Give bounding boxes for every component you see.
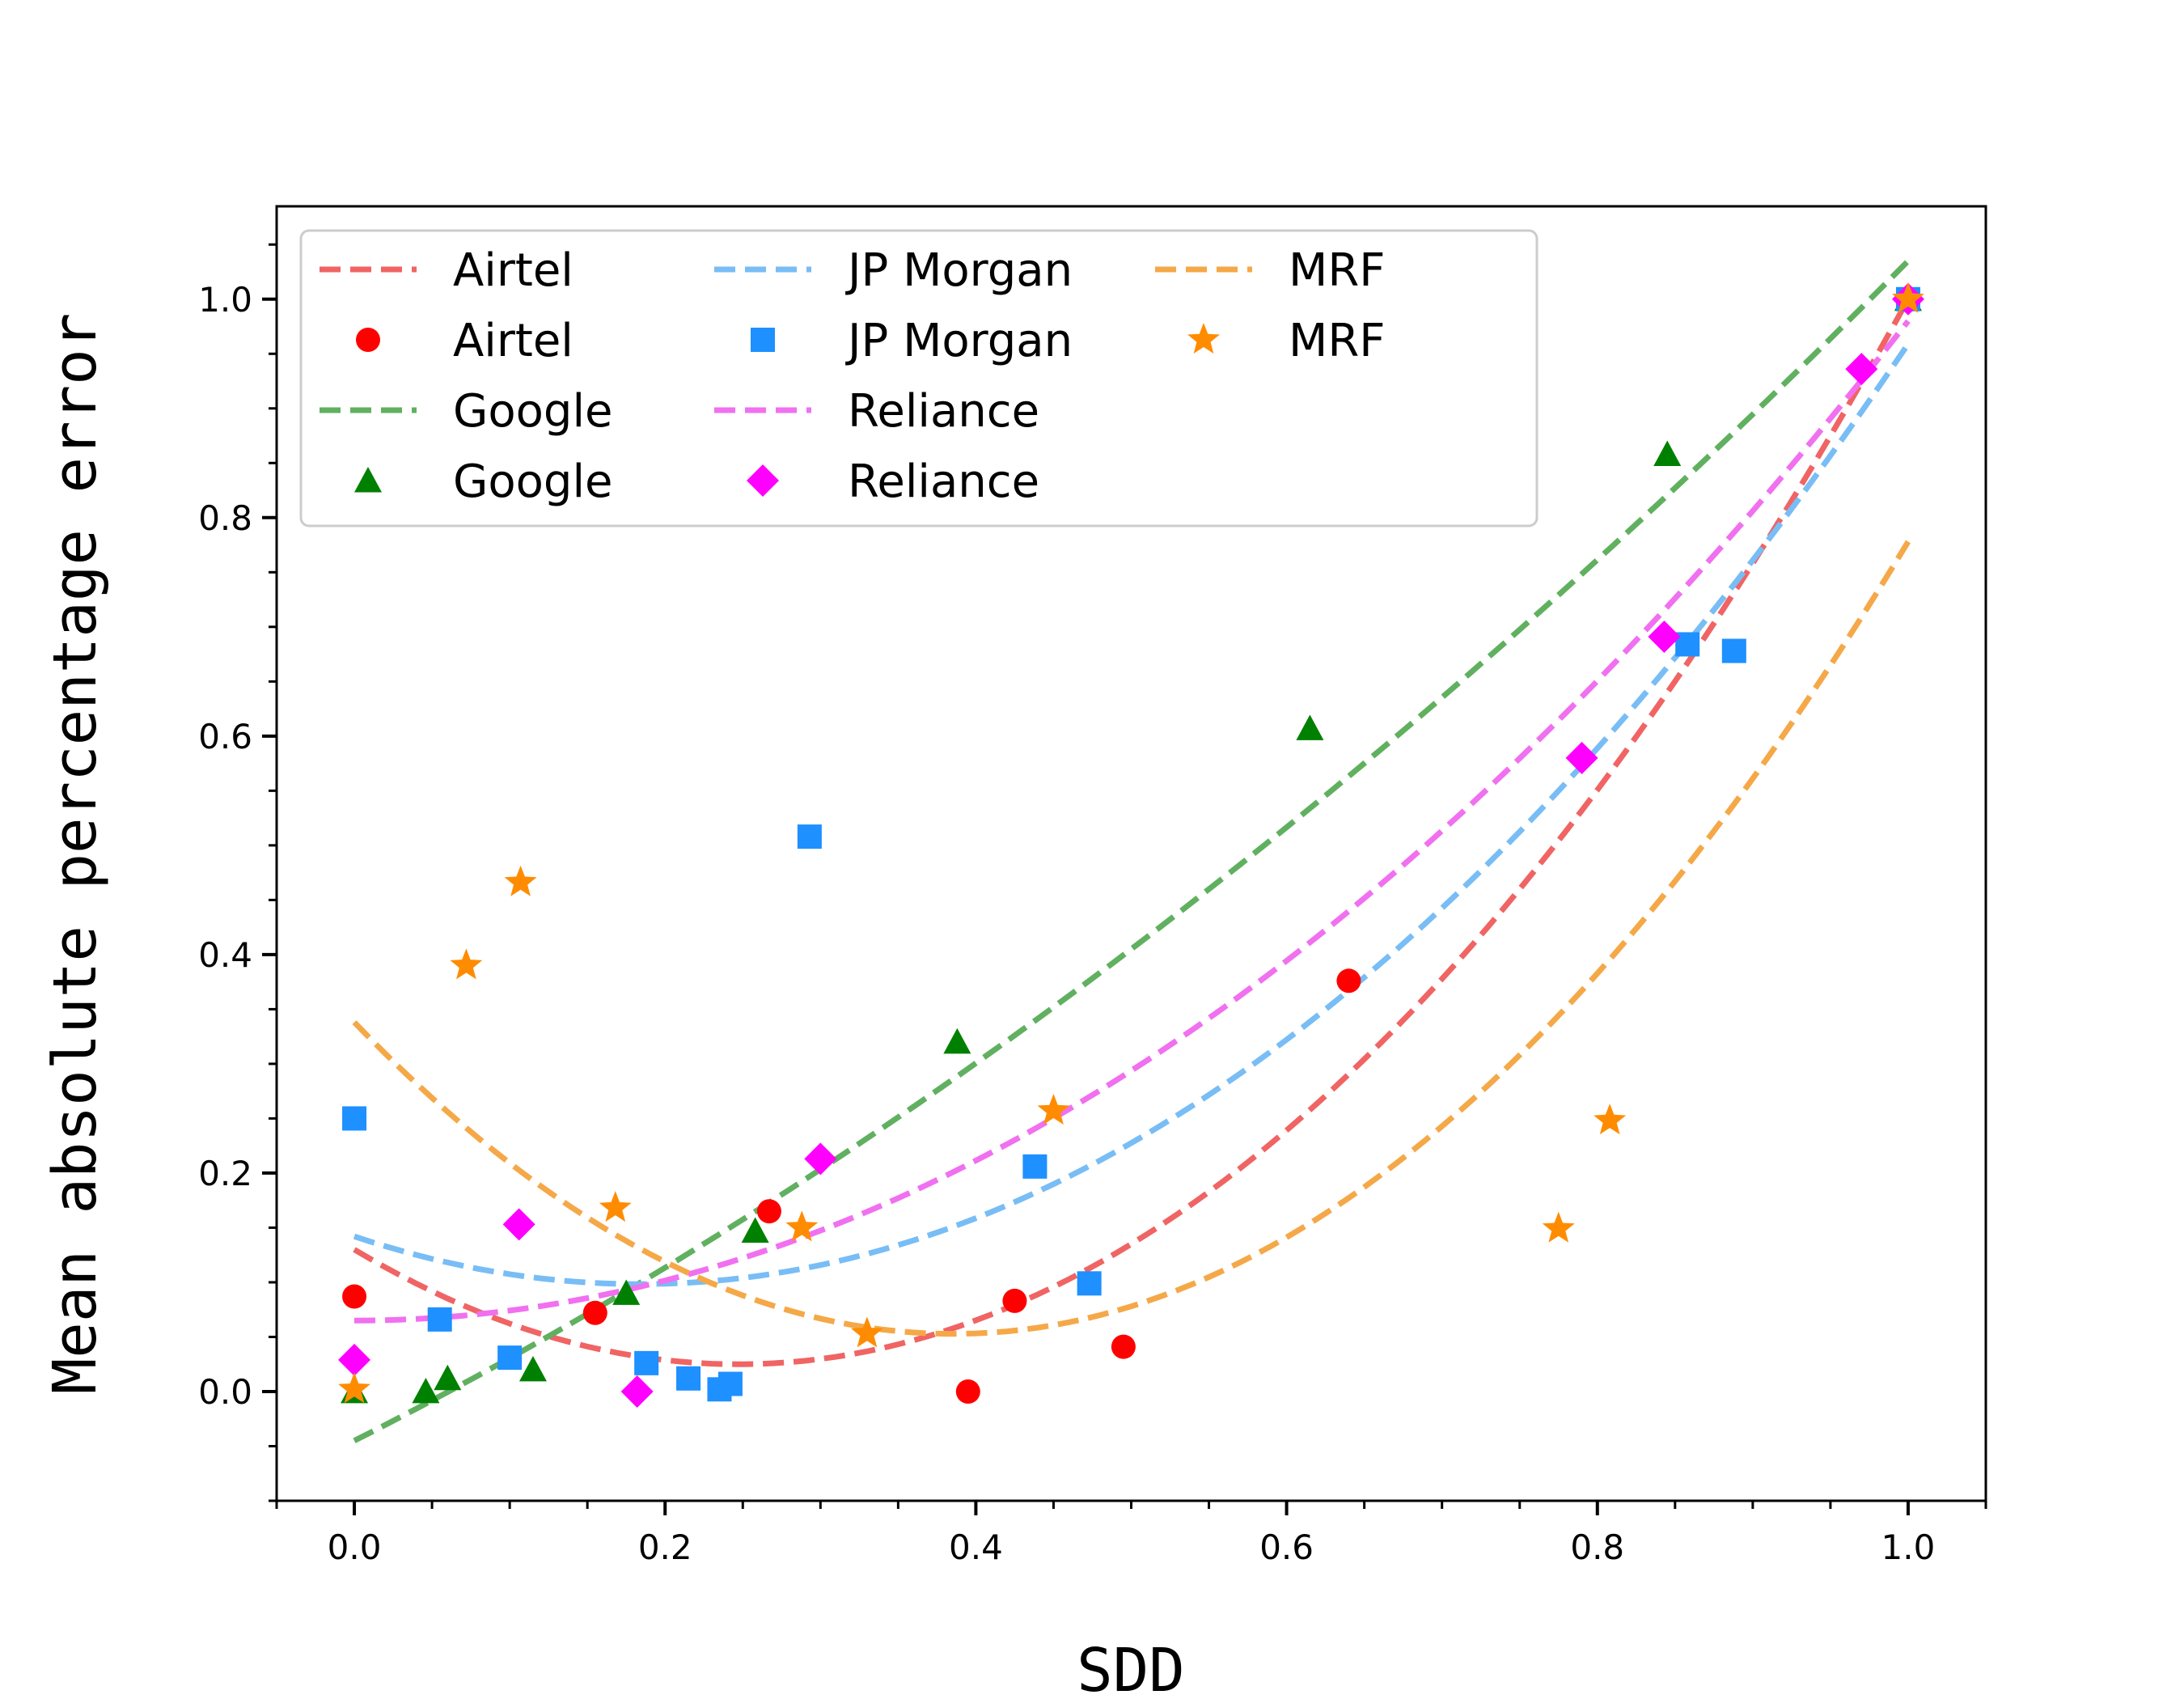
legend-label: Reliance xyxy=(848,385,1039,438)
data-point-jp-morgan xyxy=(797,824,822,850)
data-point-jp-morgan xyxy=(634,1350,659,1375)
legend-entry: Google xyxy=(354,455,612,508)
x-tick-label: 0.4 xyxy=(949,1527,1003,1567)
data-point-reliance xyxy=(1648,620,1681,653)
data-point-mrf xyxy=(1892,282,1924,313)
data-point-airtel xyxy=(1002,1288,1027,1313)
y-tick-label: 0.4 xyxy=(198,935,252,975)
fit-line-airtel xyxy=(353,298,1911,1367)
data-point-google xyxy=(612,1279,641,1305)
y-axis-label: Mean absolute percentage error xyxy=(40,313,110,1395)
data-point-jp-morgan xyxy=(1077,1271,1102,1296)
legend-entry: Reliance xyxy=(747,455,1039,508)
data-point-mrf xyxy=(1594,1104,1627,1135)
legend-entry: JP Morgan xyxy=(714,244,1073,297)
data-point-mrf xyxy=(1037,1094,1070,1125)
data-point-jp-morgan xyxy=(342,1106,367,1131)
data-point-jp-morgan xyxy=(717,1371,743,1396)
data-point-google xyxy=(1653,440,1682,466)
data-point-mrf xyxy=(338,1372,370,1404)
legend-label: Google xyxy=(453,385,612,438)
data-point-google xyxy=(741,1217,769,1243)
legend-marker-swatch xyxy=(751,328,775,352)
y-axis: 0.0 0.2 0.4 0.6 0.8 1.0 xyxy=(198,243,277,1502)
x-tick-label: 0.8 xyxy=(1570,1527,1624,1567)
data-point-mrf xyxy=(785,1210,819,1242)
x-axis: 0.0 0.2 0.4 0.6 0.8 1.0 xyxy=(275,1501,1987,1567)
legend-marker-swatch xyxy=(356,328,380,352)
data-point-reliance xyxy=(1565,741,1598,774)
data-point-reliance xyxy=(804,1142,837,1176)
data-point-reliance xyxy=(502,1208,535,1241)
y-tick-label: 0.8 xyxy=(198,498,252,538)
x-tick-label: 0.2 xyxy=(638,1527,692,1567)
data-point-mrf xyxy=(1542,1211,1575,1243)
data-point-airtel xyxy=(1336,968,1361,994)
data-point-jp-morgan xyxy=(676,1366,701,1391)
data-point-mrf xyxy=(851,1316,883,1348)
y-tick-label: 0.2 xyxy=(198,1154,252,1193)
legend-label: JP Morgan xyxy=(845,244,1073,297)
legend-entry: Airtel xyxy=(320,244,574,297)
data-point-jp-morgan xyxy=(1022,1154,1048,1179)
data-point-jp-morgan xyxy=(497,1345,523,1371)
legend-label: Airtel xyxy=(453,315,574,367)
y-tick-label: 0.6 xyxy=(198,717,252,756)
data-point-reliance xyxy=(1845,353,1878,386)
x-tick-label: 0.6 xyxy=(1259,1527,1314,1567)
data-point-airtel xyxy=(582,1300,607,1325)
data-point-airtel xyxy=(1111,1334,1136,1359)
data-markers xyxy=(338,282,1924,1408)
legend-entry: JP Morgan xyxy=(751,315,1073,367)
fit-lines xyxy=(352,259,1911,1443)
data-point-mrf xyxy=(504,865,537,896)
data-point-airtel xyxy=(756,1199,781,1224)
legend-label: Reliance xyxy=(848,455,1039,508)
legend-label: MRF xyxy=(1289,244,1385,297)
legend: Airtel Airtel Google Google JP Morgan JP Morg… xyxy=(299,229,1539,527)
legend-marker-swatch xyxy=(354,467,382,493)
legend-box xyxy=(299,229,1539,527)
legend-entry: MRF xyxy=(1187,315,1385,367)
data-point-reliance xyxy=(338,1343,371,1376)
legend-label: JP Morgan xyxy=(845,315,1073,367)
legend-entry: Google xyxy=(320,385,612,438)
data-point-airtel xyxy=(342,1284,367,1309)
data-point-mrf xyxy=(599,1191,632,1222)
data-point-jp-morgan xyxy=(1721,638,1746,663)
legend-entry: Reliance xyxy=(714,385,1039,438)
data-point-google xyxy=(1296,714,1324,740)
data-point-airtel xyxy=(955,1379,980,1404)
legend-label: Google xyxy=(453,455,612,508)
data-point-google xyxy=(412,1377,440,1404)
data-point-google xyxy=(518,1355,547,1382)
y-tick-label: 1.0 xyxy=(198,280,252,320)
x-axis-label: SDD xyxy=(1077,1636,1185,1699)
x-tick-label: 0.0 xyxy=(328,1527,382,1567)
legend-label: Airtel xyxy=(453,244,574,297)
legend-entry: MRF xyxy=(1155,244,1385,297)
data-point-mrf xyxy=(450,948,483,980)
x-tick-label: 1.0 xyxy=(1881,1527,1936,1567)
legend-label: MRF xyxy=(1289,315,1385,367)
fit-line-reliance xyxy=(353,319,1911,1324)
fit-line-jp-morgan xyxy=(353,342,1911,1287)
data-point-google xyxy=(434,1364,462,1391)
y-tick-label: 0.0 xyxy=(198,1372,252,1412)
fit-line-google xyxy=(353,259,1911,1443)
legend-marker-swatch xyxy=(1187,323,1220,354)
data-point-reliance xyxy=(620,1375,654,1408)
legend-marker-swatch xyxy=(747,464,779,497)
fit-line-mrf xyxy=(352,540,1911,1337)
legend-entry: Airtel xyxy=(356,315,574,367)
data-point-google xyxy=(943,1027,971,1054)
data-point-jp-morgan xyxy=(427,1307,452,1332)
